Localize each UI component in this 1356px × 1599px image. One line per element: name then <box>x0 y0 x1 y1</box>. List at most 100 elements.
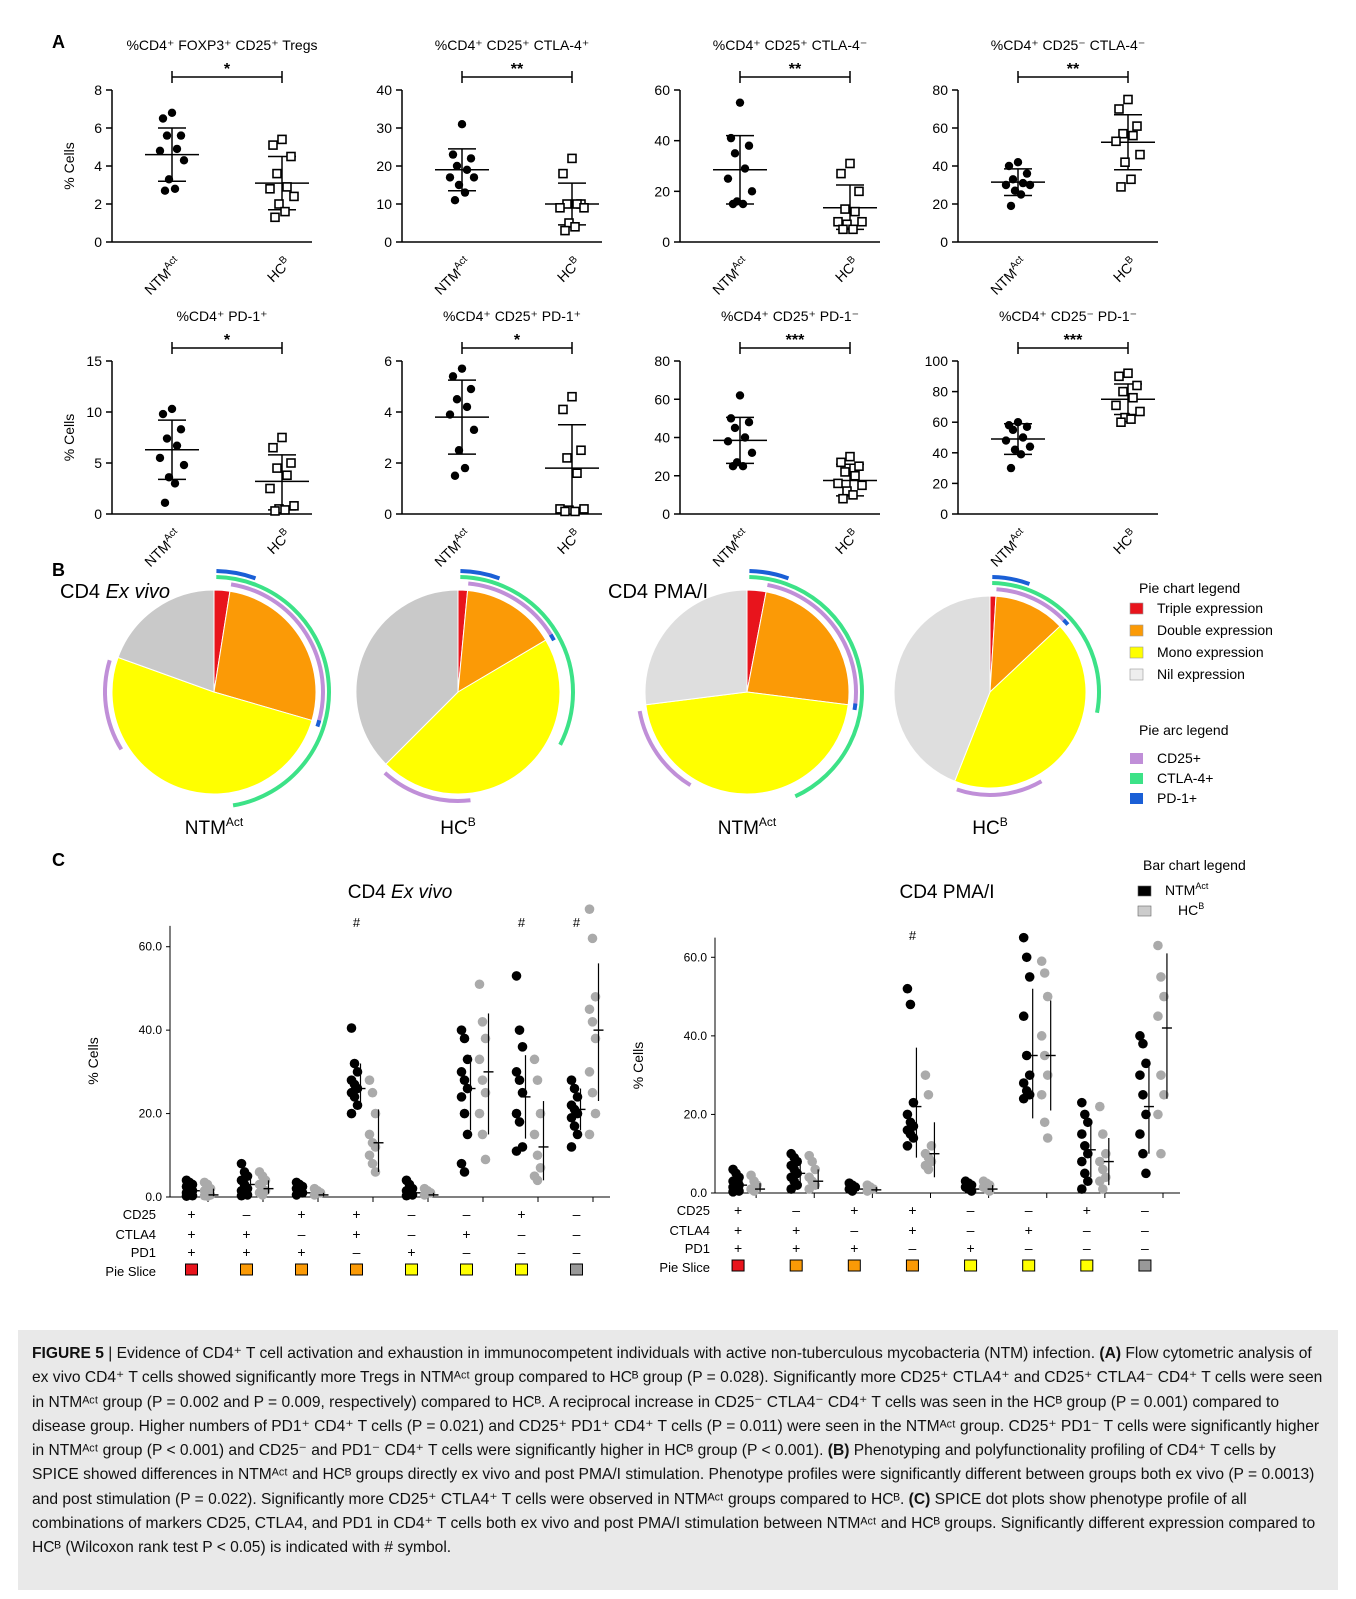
combo-sign-cd25: – <box>967 1202 975 1218</box>
data-point-ntm <box>1013 158 1023 167</box>
data-point-ntm <box>1001 436 1011 445</box>
dot-hc <box>862 1186 873 1196</box>
y-tick-label: 20 <box>932 475 948 491</box>
combo-sign-ctla4: – <box>850 1222 858 1238</box>
y-tick-label: 40 <box>932 445 948 461</box>
legend-swatch <box>1129 602 1144 615</box>
dot-ntm <box>181 1191 192 1201</box>
data-point-ntm <box>735 391 745 400</box>
dot-hc <box>419 1190 430 1200</box>
dot-hc <box>257 1190 268 1200</box>
y-tick-label: 60.0 <box>139 940 163 954</box>
combo-sign-ctla4: + <box>462 1226 470 1242</box>
dot-ntm <box>236 1190 247 1201</box>
data-point-ntm <box>179 460 189 470</box>
legend-swatch <box>1130 793 1143 804</box>
caption-a-text: Flow cytometric analysis of ex vivo CD4⁺… <box>32 1345 1323 1460</box>
data-point-hc <box>289 501 299 511</box>
data-point-ntm <box>726 414 736 423</box>
dot-ntm <box>456 1158 467 1169</box>
data-point-ntm <box>726 133 736 143</box>
combo-sign-ctla4: – <box>967 1222 975 1238</box>
pie-slice-double <box>457 589 547 693</box>
dot-ntm <box>566 1142 577 1152</box>
data-point-ntm <box>454 446 464 455</box>
pie-group-label: HCB <box>440 815 475 839</box>
combo-sign-cd25: – <box>1141 1202 1149 1218</box>
combo-sign-pd1: + <box>187 1244 195 1260</box>
significance-marker: *** <box>786 332 805 349</box>
combo-sign-ctla4: – <box>518 1226 526 1242</box>
dot-hc <box>1098 1129 1108 1139</box>
legend-swatch <box>1130 753 1143 764</box>
significance-marker: ** <box>1067 61 1080 78</box>
data-point-ntm <box>452 395 462 404</box>
y-tick-label: 4 <box>94 158 102 174</box>
data-point-ntm <box>1025 180 1035 190</box>
data-point-ntm <box>164 473 174 482</box>
data-point-hc <box>845 158 855 169</box>
data-point-hc <box>1126 414 1136 424</box>
significance-hash: # <box>353 915 361 930</box>
legend-label: NTMAct <box>1165 881 1209 898</box>
combo-sign-cd25: + <box>1083 1202 1091 1218</box>
data-point-ntm <box>1016 190 1026 199</box>
pie-arc-pd1 <box>749 569 790 581</box>
pie-slice-double <box>746 591 850 706</box>
data-point-ntm <box>454 180 464 190</box>
y-tick-label: 0 <box>384 506 392 522</box>
combo-sign-ctla4: + <box>187 1226 195 1242</box>
panel-title: %CD4⁺ CD25⁻ CTLA-4⁻ <box>991 37 1145 53</box>
dot-hc <box>1159 1089 1169 1100</box>
dot-ntm <box>1080 1141 1090 1151</box>
legend-label-text: NTM <box>1165 882 1195 898</box>
panel-title: %CD4⁺ CD25⁺ CTLA-4⁺ <box>435 37 589 53</box>
y-tick-label: 40 <box>932 158 948 174</box>
combo-sign-ctla4: + <box>242 1226 250 1242</box>
data-point-hc <box>1114 371 1124 382</box>
significance-marker: *** <box>1064 332 1083 349</box>
dot-ntm <box>728 1187 738 1197</box>
title-prefix: CD4 <box>60 581 106 603</box>
pie-slice-mono <box>111 656 313 795</box>
dot-ntm <box>1141 1168 1151 1179</box>
dot-ntm <box>511 1108 522 1119</box>
data-point-hc <box>282 182 292 192</box>
group-label: NTM <box>718 818 759 839</box>
row-label: PD1 <box>685 1241 710 1256</box>
data-point-ntm <box>1018 178 1028 188</box>
dot-ntm <box>511 1146 522 1156</box>
dot-hc <box>1042 1070 1053 1080</box>
pie-arc-cd25 <box>996 587 1067 623</box>
pie-slice-swatch <box>405 1263 418 1276</box>
data-point-ntm <box>170 479 180 488</box>
pie-slice-mono <box>645 691 849 795</box>
dot-hc <box>367 1087 378 1098</box>
dot-ntm <box>1141 1109 1151 1120</box>
legend-label-superscript: Act <box>1195 881 1209 891</box>
data-point-ntm <box>1010 186 1020 195</box>
legend-label: PD-1+ <box>1157 790 1197 806</box>
pie-slice-swatch <box>295 1263 308 1276</box>
data-point-ntm <box>176 425 186 434</box>
y-tick-label: 40 <box>654 133 670 149</box>
data-point-ntm <box>740 164 750 173</box>
pie-chart-4: HCB <box>893 575 1101 839</box>
pie-arc-ctla4 <box>216 575 331 808</box>
dot-hc <box>1042 991 1053 1002</box>
y-tick-label: 20 <box>932 196 948 212</box>
dot-ntm <box>1077 1184 1087 1194</box>
pie-slice-mono <box>954 625 1087 789</box>
caption-c-label: (C) <box>908 1490 931 1508</box>
y-tick-label: 0 <box>662 234 670 250</box>
data-point-hc <box>1132 380 1142 391</box>
data-point-hc <box>560 225 570 236</box>
group-label: NTM <box>185 818 226 839</box>
dot-ntm <box>346 1023 357 1033</box>
dot-hc <box>1098 1164 1108 1175</box>
data-point-ntm <box>167 108 177 118</box>
y-tick-label: 10 <box>376 196 392 212</box>
